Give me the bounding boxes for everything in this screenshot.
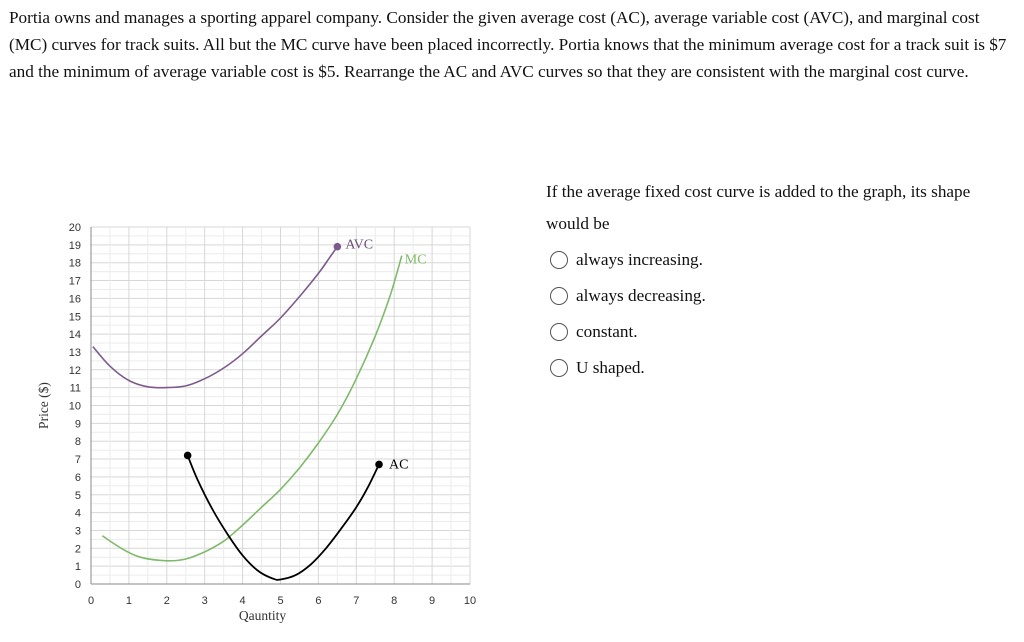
- y-tick-label: 2: [75, 543, 81, 555]
- avc-end-handle[interactable]: [333, 242, 342, 251]
- question-text: Portia owns and manages a sporting appar…: [9, 8, 1007, 81]
- x-tick-label: 5: [277, 595, 283, 607]
- x-axis-label: Qauntity: [239, 608, 286, 623]
- option-always-increasing[interactable]: always increasing.: [546, 242, 996, 278]
- radio-button[interactable]: [550, 251, 568, 269]
- side-question-prompt: If the average fixed cost curve is added…: [546, 182, 971, 233]
- y-tick-label: 6: [75, 472, 81, 484]
- cost-curves-chart[interactable]: 0 1 2 3 4 5 6 7 8 9 10 012345678910111213141516171…: [0, 210, 520, 642]
- x-tick-label: 1: [126, 595, 132, 607]
- ac-label: AC: [389, 457, 408, 472]
- ac-end-handle[interactable]: [375, 460, 383, 469]
- x-tick-label: 3: [202, 595, 208, 607]
- y-tick-label: 13: [69, 347, 81, 359]
- y-tick-label: 1: [75, 561, 81, 573]
- y-tick-label: 8: [75, 436, 81, 448]
- x-tick-label: 8: [391, 595, 397, 607]
- y-tick-label: 9: [75, 418, 81, 430]
- ac-curve[interactable]: [186, 455, 380, 581]
- mc-curve[interactable]: [101, 255, 403, 562]
- y-tick-label: 20: [69, 222, 81, 234]
- avc-label: AVC: [345, 238, 373, 253]
- grid: [90, 226, 471, 585]
- y-tick-label: 10: [69, 401, 81, 413]
- x-tick-label: 0: [88, 595, 94, 607]
- y-tick-label: 15: [69, 311, 81, 323]
- option-always-decreasing[interactable]: always decreasing.: [546, 278, 996, 314]
- y-tick-label: 3: [75, 525, 81, 537]
- y-tick-label: 18: [69, 258, 81, 270]
- y-axis-label: Price ($): [36, 382, 51, 429]
- axes: [90, 227, 470, 585]
- x-tick-label: 7: [353, 595, 359, 607]
- y-tick-label: 11: [70, 383, 81, 395]
- x-tick-label: 2: [164, 595, 170, 607]
- y-tick-label: 14: [69, 329, 81, 341]
- ac-start-handle[interactable]: [183, 451, 192, 460]
- y-tick-label: 12: [69, 365, 81, 377]
- y-tick-label: 17: [69, 276, 81, 288]
- x-tick-label: 6: [315, 595, 321, 607]
- curves[interactable]: [92, 242, 403, 581]
- avc-curve[interactable]: [92, 246, 339, 389]
- option-label: always decreasing.: [576, 286, 706, 305]
- option-label: U shaped.: [576, 358, 645, 377]
- y-tick-label: 4: [75, 508, 81, 520]
- x-tick-labels: 0 1 2 3 4 5 6 7 8 9 10: [88, 595, 476, 607]
- side-question: If the average fixed cost curve is added…: [546, 176, 996, 386]
- option-constant[interactable]: constant.: [546, 314, 996, 350]
- option-label: always increasing.: [576, 250, 703, 269]
- mc-label: MC: [405, 253, 427, 268]
- x-tick-label: 4: [240, 595, 246, 607]
- y-tick-label: 0: [75, 579, 81, 591]
- radio-button[interactable]: [550, 287, 568, 305]
- y-tick-label: 19: [69, 240, 81, 252]
- y-tick-label: 16: [69, 293, 81, 305]
- x-tick-label: 10: [464, 595, 476, 607]
- option-label: constant.: [576, 322, 638, 341]
- y-tick-label: 5: [75, 490, 81, 502]
- option-u-shaped[interactable]: U shaped.: [546, 350, 996, 386]
- radio-button[interactable]: [550, 359, 568, 377]
- curve-labels: AVC MC AC: [345, 238, 426, 473]
- y-tick-label: 7: [75, 454, 81, 466]
- x-tick-label: 9: [429, 595, 435, 607]
- radio-button[interactable]: [550, 323, 568, 341]
